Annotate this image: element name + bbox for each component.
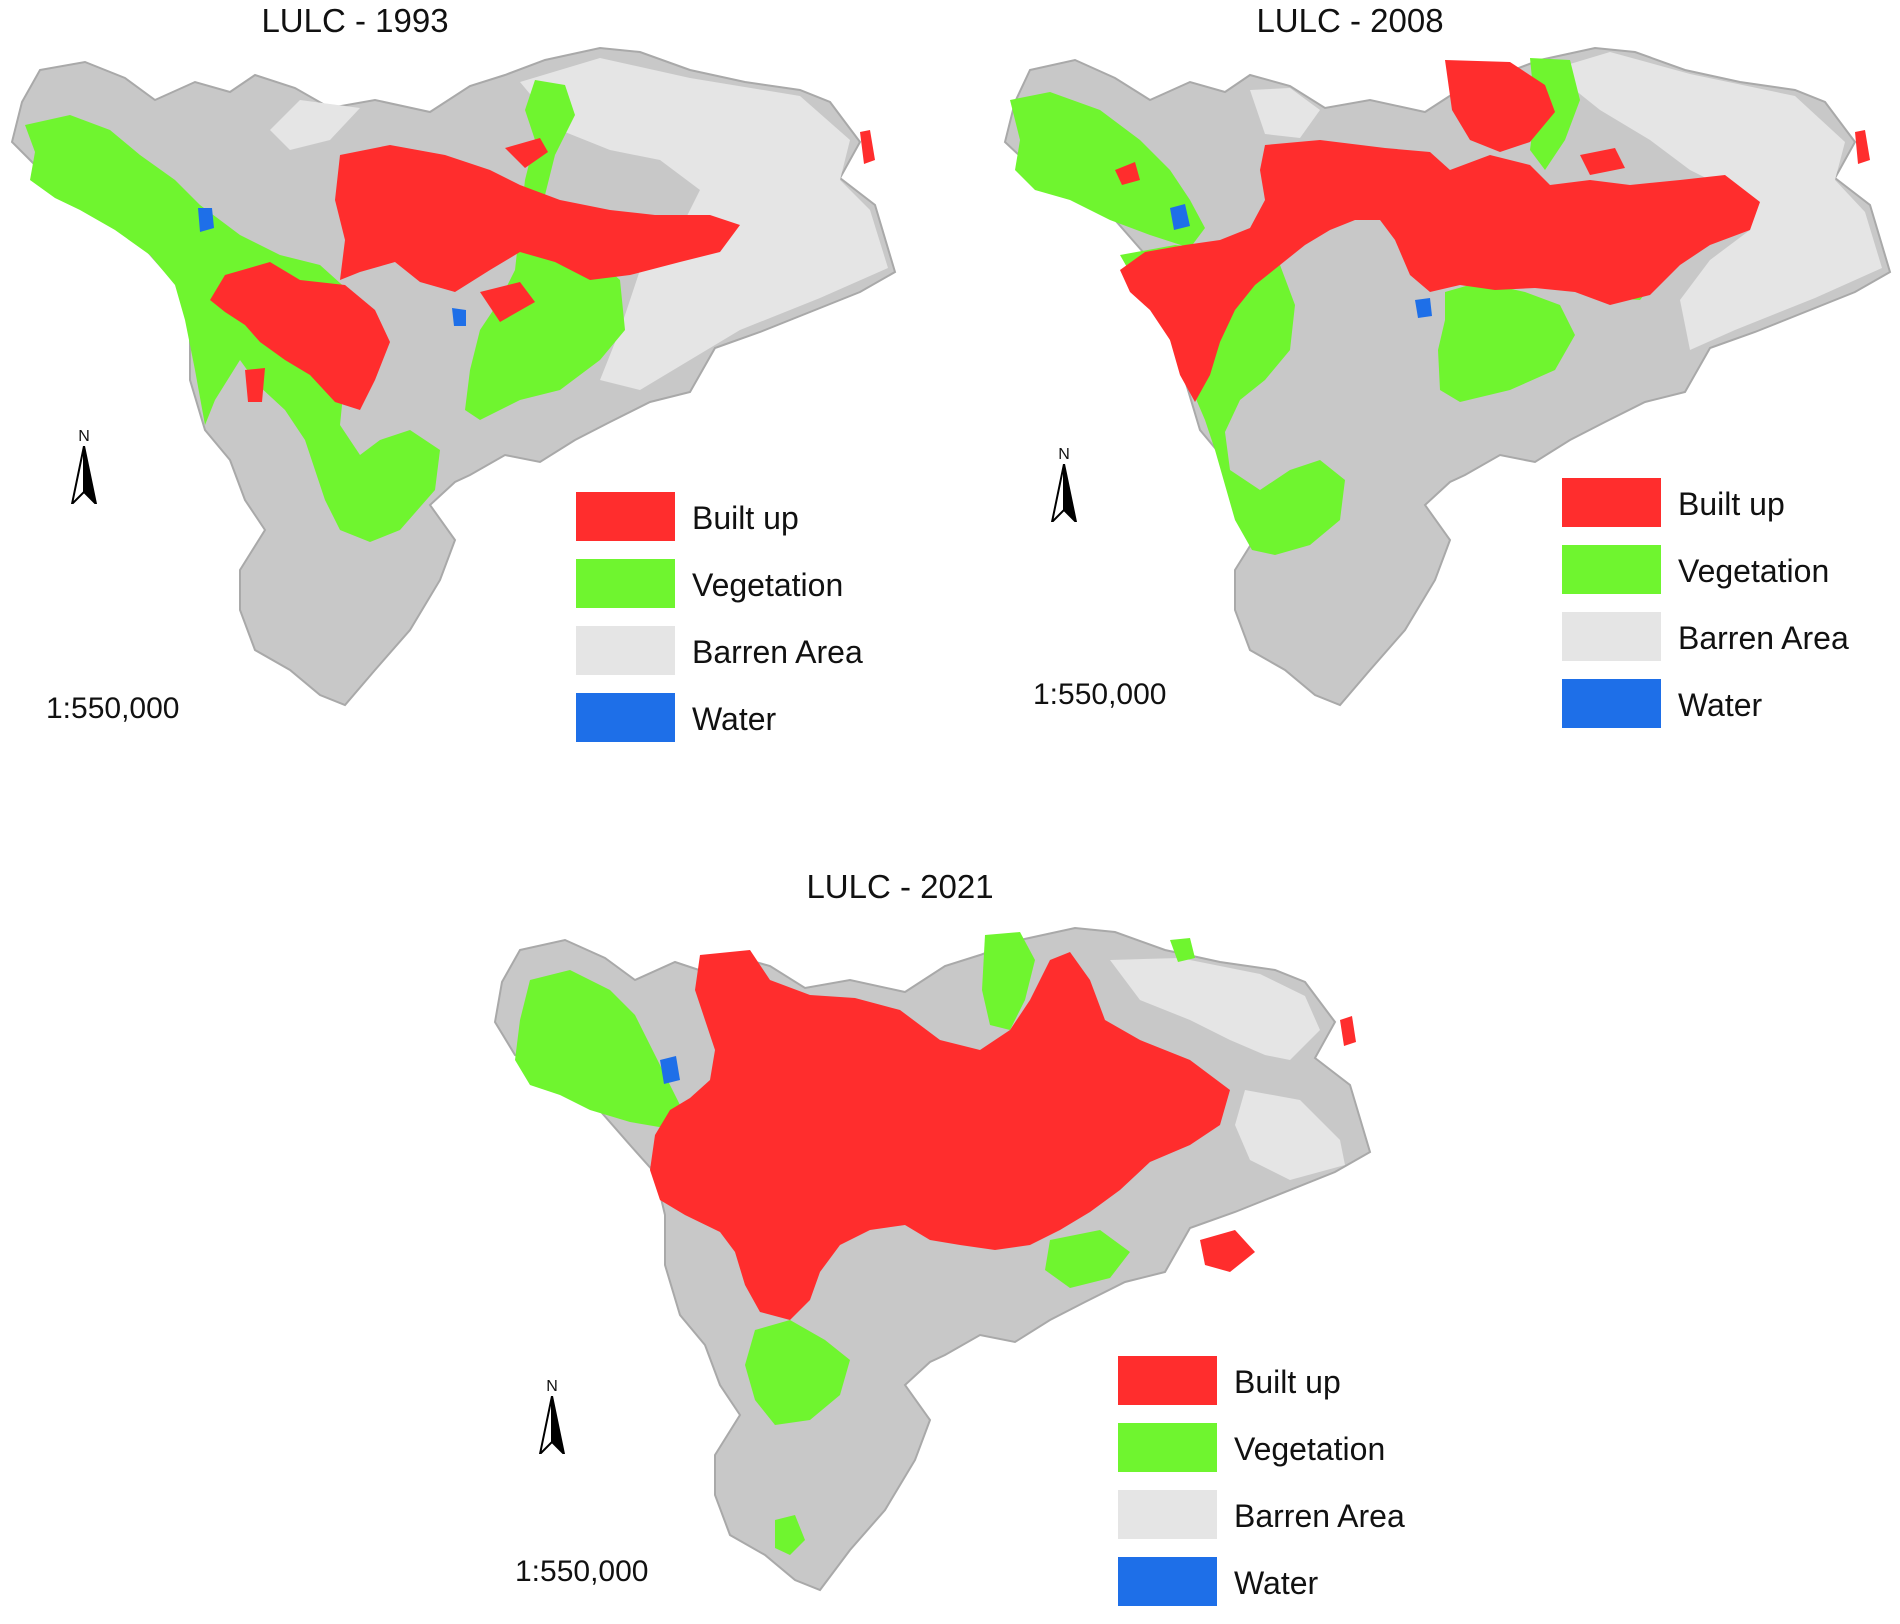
legend-swatch [576,492,675,541]
legend-swatch [1562,612,1661,661]
scale-text: 1:550,000 [46,692,180,725]
legend-label: Barren Area [1678,620,1849,656]
legend-item-vegetation: Vegetation [576,559,956,626]
legend-item-built-up: Built up [1562,478,1900,545]
legend-item-vegetation: Vegetation [1562,545,1900,612]
legend-swatch [1118,1423,1217,1472]
vegetation-region [775,1515,805,1555]
legend-swatch [1118,1557,1217,1606]
legend-swatch [1562,679,1661,728]
legend-label: Vegetation [1678,553,1830,589]
builtup-region [1580,148,1625,175]
barren-region [1110,958,1320,1060]
terrain-region [10,46,897,707]
legend-label: Built up [692,500,799,536]
builtup-region [210,262,390,410]
builtup-region [1445,60,1555,152]
vegetation-region [1170,938,1195,962]
scale-text: 1:550,000 [515,1555,649,1588]
vegetation-region [1045,1230,1130,1288]
builtup-region [245,368,265,402]
barren-region [270,100,360,150]
water-body [1415,298,1432,318]
legend-swatch [1562,545,1661,594]
legend-label: Barren Area [1234,1498,1405,1534]
water-body [660,1056,680,1084]
north-arrow: N [1042,446,1086,524]
builtup-region [480,282,535,322]
north-arrow-icon [538,1396,566,1454]
legend-item-water: Water [576,693,956,760]
legend-swatch [1118,1490,1217,1539]
legend-item-vegetation: Vegetation [1118,1423,1498,1490]
legend-item-built-up: Built up [576,492,956,559]
legend-label: Water [692,701,777,737]
legend-swatch [576,693,675,742]
legend-item-water: Water [1118,1557,1498,1624]
lulc-map-1993 [10,46,897,707]
map-title: LULC - 2008 [1256,2,1444,39]
vegetation-region [1010,92,1205,248]
builtup-region [505,138,548,168]
builtup-region [650,950,1230,1320]
north-arrow: N [62,428,106,506]
legend: Built up Vegetation Barren Area Water [1118,1356,1498,1624]
vegetation-region [1438,282,1575,402]
legend-label: Vegetation [692,567,844,603]
legend-item-barren-area: Barren Area [1562,612,1900,679]
legend-item-built-up: Built up [1118,1356,1498,1423]
legend-label: Water [1678,687,1763,723]
vegetation-region [25,115,440,542]
water-body [1170,204,1190,230]
lulc-map-2008 [1003,46,1892,707]
legend-swatch [1562,478,1661,527]
legend-swatch [576,559,675,608]
legend-label: Built up [1234,1364,1341,1400]
legend-item-barren-area: Barren Area [1118,1490,1498,1557]
vegetation-region [515,970,680,1128]
map-title: LULC - 2021 [806,868,994,905]
legend-label: Barren Area [692,634,863,670]
north-arrow-icon [70,446,98,504]
north-label: N [546,1378,558,1395]
vegetation-region [982,932,1035,1030]
legend-label: Vegetation [1234,1431,1386,1467]
lulc-map-2021 [493,926,1372,1592]
builtup-region [1200,1230,1255,1272]
legend: Built up Vegetation Barren Area Water [576,492,956,760]
water-body [452,308,466,326]
builtup-region [860,130,875,164]
builtup-region [1120,140,1760,402]
legend-item-barren-area: Barren Area [576,626,956,693]
north-label: N [1058,446,1070,463]
legend-swatch [1118,1356,1217,1405]
north-arrow: N [530,1378,574,1456]
legend: Built up Vegetation Barren Area Water [1562,478,1900,746]
map-panel-2008: LULC - 2008 N 1:550,000 Built up Ve [990,0,1900,760]
vegetation-region [745,1320,850,1425]
north-arrow-icon [1050,464,1078,522]
legend-swatch [576,626,675,675]
water-body [198,208,214,232]
legend-label: Built up [1678,486,1785,522]
builtup-region [1340,1016,1356,1046]
legend-label: Water [1234,1565,1319,1601]
barren-region [1250,88,1320,138]
builtup-region [1855,130,1870,164]
barren-region [1550,52,1882,350]
map-panel-2021: LULC - 2021 N 1:550,000 Built up Vegetat… [490,860,1490,1609]
map-title: LULC - 1993 [261,2,449,39]
map-panel-1993: LULC - 1993 N 1:550,000 Built up Vegetat… [0,0,960,760]
scale-text: 1:550,000 [1033,678,1167,711]
legend-item-water: Water [1562,679,1900,746]
north-label: N [78,428,90,445]
builtup-region [335,145,740,292]
builtup-region [1115,162,1140,185]
barren-region [1235,1090,1345,1180]
